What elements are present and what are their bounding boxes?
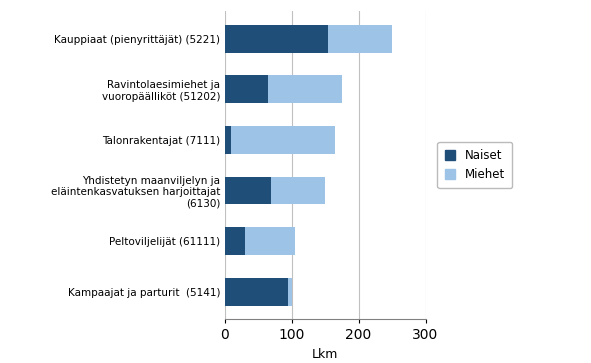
Bar [225, 227, 245, 255]
Bar [268, 76, 342, 103]
X-axis label: Lkm: Lkm [312, 348, 338, 361]
Bar [225, 25, 329, 53]
Bar [329, 25, 392, 53]
Bar [231, 126, 335, 154]
Bar [245, 227, 295, 255]
Bar [271, 176, 325, 204]
Bar [225, 76, 268, 103]
Bar [225, 278, 288, 306]
Bar [225, 176, 271, 204]
Bar [225, 126, 231, 154]
Legend: Naiset, Miehet: Naiset, Miehet [437, 142, 512, 188]
Bar [288, 278, 291, 306]
